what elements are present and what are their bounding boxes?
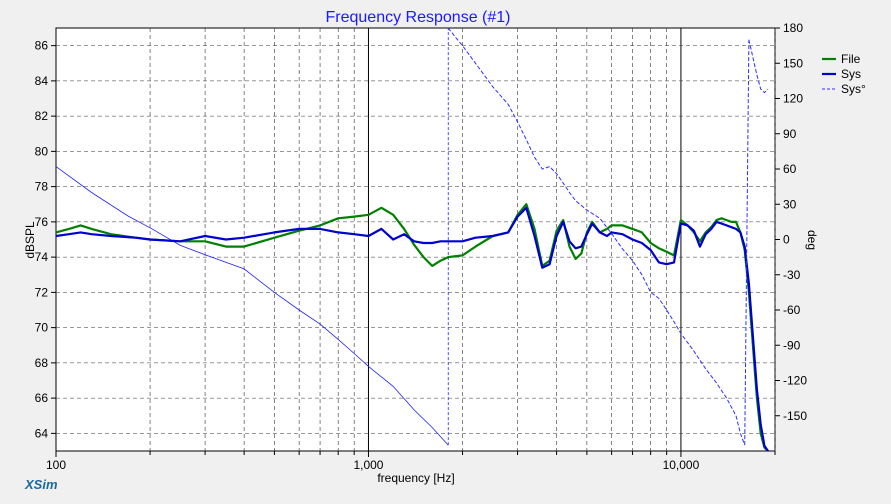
series-sys-phase-line (447, 27, 746, 446)
series-phase-line (748, 39, 769, 94)
y2-tick-label: -90 (783, 338, 801, 352)
y2-tick-label: 0 (783, 233, 790, 247)
y-tick-label: 68 (35, 356, 49, 370)
y2-tick-label: -150 (783, 409, 807, 423)
y2-tick-label: 150 (783, 56, 803, 70)
y-tick-label: 70 (35, 321, 49, 335)
ticks-layer: 64 66 68 70 72 74 76 78 80 82 84 86 -150 -120 -90 -60 -3… (35, 21, 808, 472)
series-sys-line (55, 206, 769, 452)
brand-logo: XSim (24, 477, 58, 492)
y2-tick-label: 120 (783, 92, 803, 106)
y2-tick-label: -30 (783, 268, 801, 282)
y-tick-label: 86 (35, 39, 49, 53)
helper-phase-line (55, 166, 449, 446)
y2-tick-label: 90 (783, 127, 797, 141)
y2-tick-label: 180 (783, 21, 803, 35)
y-tick-label: 80 (35, 144, 49, 158)
y-tick-label: 84 (35, 74, 49, 88)
y2-tick-label: 30 (783, 197, 797, 211)
x-tick-label: 10,000 (663, 458, 700, 472)
legend-label: Sys (841, 67, 861, 81)
legend-label: File (841, 52, 861, 66)
series-layer (55, 27, 769, 452)
x-tick-label: 1,000 (353, 458, 383, 472)
y-tick-label: 72 (35, 285, 49, 299)
x-axis-label: frequency [Hz] (377, 471, 454, 485)
phase-wrap-segment (744, 39, 750, 446)
y2-tick-label: 60 (783, 162, 797, 176)
legend-label: Sys° (841, 82, 866, 96)
plot-background (55, 27, 776, 452)
y-tick-label: 66 (35, 391, 49, 405)
y-tick-label: 74 (35, 250, 49, 264)
y-tick-label: 78 (35, 180, 49, 194)
y-tick-label: 64 (35, 426, 49, 440)
y2-axis-label: deg (805, 230, 819, 250)
grid (55, 28, 776, 451)
y2-tick-label: -60 (783, 303, 801, 317)
series-file-line (55, 203, 769, 452)
x-tick-label: 100 (46, 458, 66, 472)
y2-tick-label: -120 (783, 374, 807, 388)
y-tick-label: 82 (35, 109, 49, 123)
y-tick-label: 76 (35, 215, 49, 229)
chart-title: Frequency Response (#1) (326, 9, 511, 26)
y-axis-label: dBSPL (23, 221, 37, 259)
